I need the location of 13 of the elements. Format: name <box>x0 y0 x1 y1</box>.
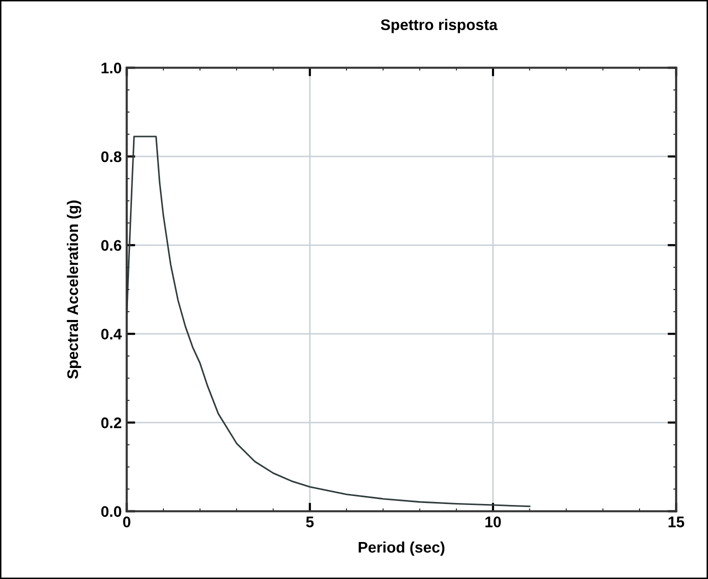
y-axis-title: Spectral Acceleration (g) <box>66 200 82 379</box>
x-tick-label: 0 <box>123 516 130 528</box>
y-tick-label: 0.6 <box>101 240 122 251</box>
chart-title: Spettro risposta <box>380 18 498 34</box>
y-tick-label: 0.8 <box>101 151 122 162</box>
y-tick-label: 0.0 <box>101 506 122 517</box>
x-axis-title: Period (sec) <box>358 541 444 556</box>
x-tick-label: 5 <box>306 516 314 528</box>
x-tick-label: 15 <box>668 516 684 528</box>
y-tick-label: 1.0 <box>102 62 122 74</box>
y-tick-label: 0.2 <box>101 417 122 428</box>
y-tick-label: 0.4 <box>101 328 122 340</box>
x-tick-label: 10 <box>485 516 501 528</box>
